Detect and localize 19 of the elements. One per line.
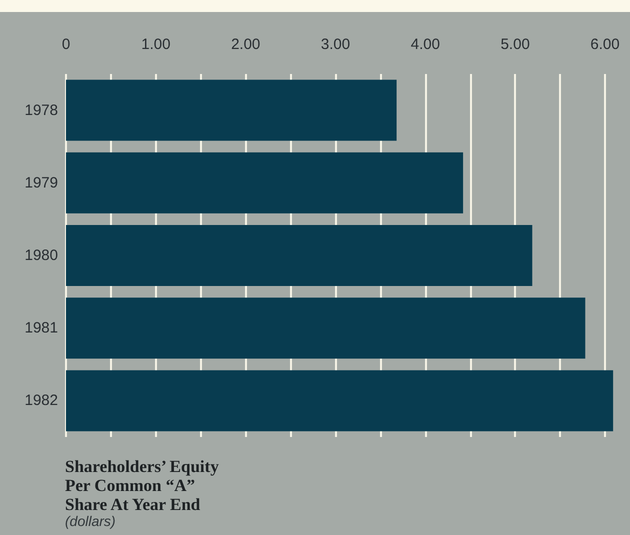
x-tick-label: 3.00 — [320, 36, 350, 53]
x-tick-label: 6.00 — [590, 36, 620, 53]
x-tick-label: 1.00 — [141, 36, 170, 53]
x-tick-label: 2.00 — [231, 36, 260, 53]
text: Shareholders’ Equity Per Common “A” Share At Year End — [65, 457, 224, 514]
x-tick-label: 5.00 — [500, 36, 530, 53]
text: (dollars) — [65, 513, 116, 529]
y-tick-label: 1981 — [24, 320, 58, 337]
bar — [66, 225, 532, 286]
x-tick-label: 4.00 — [410, 36, 440, 53]
y-tick-label: 1982 — [24, 392, 58, 410]
bar — [66, 370, 614, 432]
bar — [66, 152, 464, 214]
bar — [66, 80, 397, 141]
y-tick-label: 1978 — [24, 102, 58, 119]
x-tick-label: 0 — [62, 36, 70, 53]
bar — [66, 298, 586, 359]
y-tick-label: 1979 — [24, 174, 58, 192]
y-tick-label: 1980 — [24, 247, 58, 264]
